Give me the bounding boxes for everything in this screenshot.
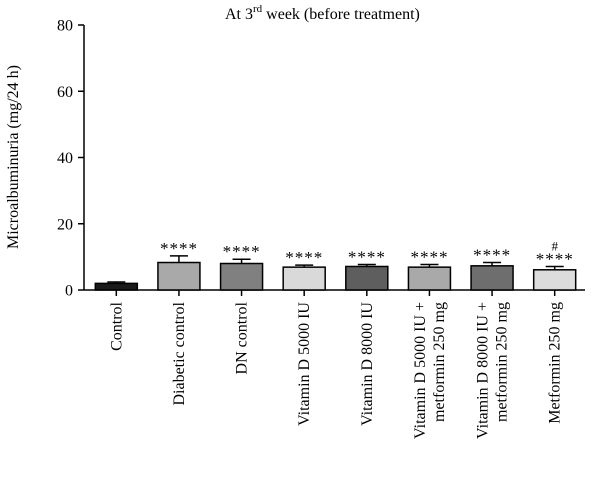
significance-label: **** bbox=[410, 247, 448, 266]
y-tick-label: 40 bbox=[57, 150, 73, 167]
y-tick-label: 20 bbox=[57, 216, 73, 233]
chart-title: At 3rd week (before treatment) bbox=[225, 3, 420, 23]
y-axis-label: Microalbuminuria (mg/24 h) bbox=[5, 65, 22, 249]
significance-label: **** bbox=[473, 246, 511, 265]
x-category-label: Control bbox=[108, 301, 125, 350]
x-category-label: Vitamin D 5000 IU bbox=[296, 302, 313, 426]
significance-label: **** bbox=[348, 247, 386, 266]
bar bbox=[157, 261, 201, 291]
x-category-label: Vitamin D 5000 IU + bbox=[412, 302, 429, 439]
y-tick-label: 60 bbox=[57, 84, 73, 101]
bar bbox=[94, 282, 139, 291]
bar bbox=[219, 262, 264, 291]
category-labels: Control Diabetic control DN control Vitamin… bbox=[108, 301, 563, 438]
x-category-label: Vitamin D 8000 IU + bbox=[475, 302, 492, 439]
bar bbox=[407, 266, 452, 291]
bars: **** **** **** **** **** **** ****# bbox=[94, 238, 577, 291]
significance-label: **** bbox=[536, 249, 574, 268]
bar bbox=[345, 265, 389, 291]
bar bbox=[470, 265, 514, 291]
x-category-label: Vitamin D 8000 IU bbox=[359, 302, 376, 426]
x-category-label: Metformin 250 mg bbox=[547, 302, 564, 424]
significance-extra-label: # bbox=[551, 238, 558, 253]
bar bbox=[532, 269, 577, 291]
significance-label: **** bbox=[285, 248, 323, 267]
bar bbox=[282, 266, 326, 291]
significance-label: **** bbox=[223, 242, 261, 261]
x-category-label: metformin 250 mg bbox=[494, 302, 511, 422]
y-tick-label: 80 bbox=[57, 18, 73, 35]
significance-label: **** bbox=[160, 239, 198, 258]
y-tick-label: 0 bbox=[65, 283, 73, 300]
x-category-label: metformin 250 mg bbox=[431, 302, 448, 422]
x-category-label: DN control bbox=[234, 301, 251, 374]
x-category-label: Diabetic control bbox=[171, 301, 188, 405]
